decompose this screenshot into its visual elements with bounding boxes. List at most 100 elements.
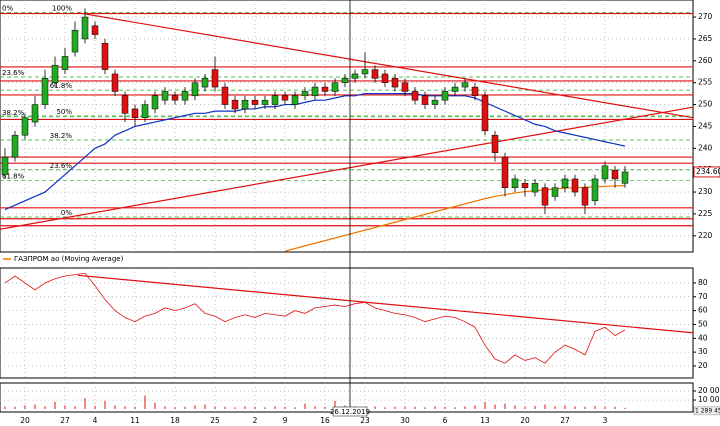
- candle-body: [531, 183, 539, 193]
- candle-body: [371, 69, 379, 79]
- candle-body: [1, 156, 9, 175]
- trendline: [77, 12, 694, 119]
- y-tick-label: 250: [698, 100, 713, 109]
- candle-body: [411, 91, 419, 101]
- moving-average: [4, 93, 626, 211]
- fib-label: 23.6%: [2, 69, 25, 77]
- moving-average: [284, 184, 626, 252]
- candle-body: [521, 183, 529, 188]
- y-tick-label: 230: [698, 187, 713, 196]
- x-tick-label: 3: [603, 416, 608, 425]
- candle-body: [431, 99, 439, 105]
- x-tick-label: 2: [253, 416, 258, 425]
- candle-body: [61, 56, 69, 70]
- candle-body: [471, 86, 479, 97]
- candle-body: [321, 86, 329, 92]
- candle-body: [81, 16, 89, 40]
- candle-body: [171, 95, 179, 101]
- candle-body: [161, 91, 169, 101]
- candle-body: [441, 91, 449, 101]
- fib-label: 61.8%: [2, 173, 25, 181]
- y-tick-label: 30: [698, 347, 708, 356]
- y-tick-label: 10 000 000: [698, 395, 720, 404]
- x-tick-label: 30: [400, 416, 410, 425]
- candle-body: [591, 178, 599, 202]
- candle-body: [581, 187, 589, 206]
- last-volume-label: 1 289 450: [695, 407, 720, 414]
- candle-body: [481, 95, 489, 132]
- candle-body: [511, 178, 519, 188]
- candle-body: [571, 178, 579, 193]
- oscillator-line: [4, 272, 626, 364]
- candle-body: [121, 95, 129, 114]
- y-tick-label: 265: [698, 34, 713, 43]
- candle-body: [421, 95, 429, 105]
- candle-body: [221, 86, 229, 105]
- candle-body: [491, 134, 499, 153]
- candle-body: [71, 29, 79, 53]
- candle-body: [301, 91, 309, 97]
- y-tick-label: 60: [698, 306, 708, 315]
- candle-body: [141, 104, 149, 118]
- candle-body: [271, 95, 279, 105]
- x-tick-label: 20: [520, 416, 530, 425]
- x-tick-label: 27: [60, 416, 70, 425]
- trendline: [77, 274, 694, 334]
- candle-body: [381, 73, 389, 83]
- y-tick-label: 220: [698, 231, 713, 240]
- fib-label: 23.6%: [50, 162, 73, 170]
- candle-body: [311, 86, 319, 97]
- candle-body: [621, 171, 629, 184]
- x-tick-label: 16: [320, 416, 330, 425]
- candle-body: [251, 99, 259, 105]
- candle-body: [551, 187, 559, 197]
- x-tick-label: 9: [283, 416, 288, 425]
- x-tick-label: 27: [560, 416, 570, 425]
- y-tick-label: 20 000 000: [698, 386, 720, 395]
- candle-body: [501, 156, 509, 188]
- date-marker-label: 26.12.2019: [330, 408, 370, 416]
- oscillator-panel: [0, 267, 694, 379]
- y-tick-label: 80: [698, 278, 708, 287]
- candle-body: [261, 99, 269, 105]
- candle-body: [211, 69, 219, 88]
- candle-body: [51, 64, 59, 83]
- last-volume-box: [693, 406, 720, 416]
- y-tick-label: 50: [698, 319, 708, 328]
- candle-body: [281, 95, 289, 101]
- fib-label: 100%: [52, 5, 72, 13]
- candle-body: [181, 91, 189, 101]
- last-price-box: [693, 166, 720, 178]
- y-tick-label: 20: [698, 361, 708, 370]
- y-tick-label: 40: [698, 333, 708, 342]
- x-tick-label: 6: [443, 416, 448, 425]
- legend-label: ГАЗПРОМ ао (Moving Average): [14, 255, 124, 263]
- candle-body: [461, 82, 469, 88]
- candle-body: [351, 73, 359, 79]
- y-tick-label: 240: [698, 143, 713, 152]
- candle-body: [331, 82, 339, 92]
- trendline: [0, 106, 694, 230]
- candle-body: [41, 78, 49, 105]
- y-tick-label: 255: [698, 78, 713, 87]
- candle-body: [611, 169, 619, 180]
- candle-body: [341, 78, 349, 83]
- x-tick-label: 4: [93, 416, 98, 425]
- candle-body: [131, 108, 139, 118]
- candle-body: [241, 99, 249, 110]
- x-tick-label: 13: [480, 416, 490, 425]
- candle-body: [451, 86, 459, 92]
- fib-label: 0%: [2, 5, 13, 13]
- candle-body: [541, 187, 549, 206]
- x-tick-label: 11: [130, 416, 140, 425]
- x-tick-label: 23: [360, 416, 370, 425]
- candle-body: [101, 43, 109, 70]
- fib-label: 0%: [61, 209, 72, 217]
- candle-body: [91, 25, 99, 35]
- candle-body: [21, 117, 29, 136]
- candle-body: [191, 82, 199, 97]
- y-tick-label: 70: [698, 292, 708, 301]
- candle-body: [361, 69, 369, 75]
- candle-body: [231, 99, 239, 110]
